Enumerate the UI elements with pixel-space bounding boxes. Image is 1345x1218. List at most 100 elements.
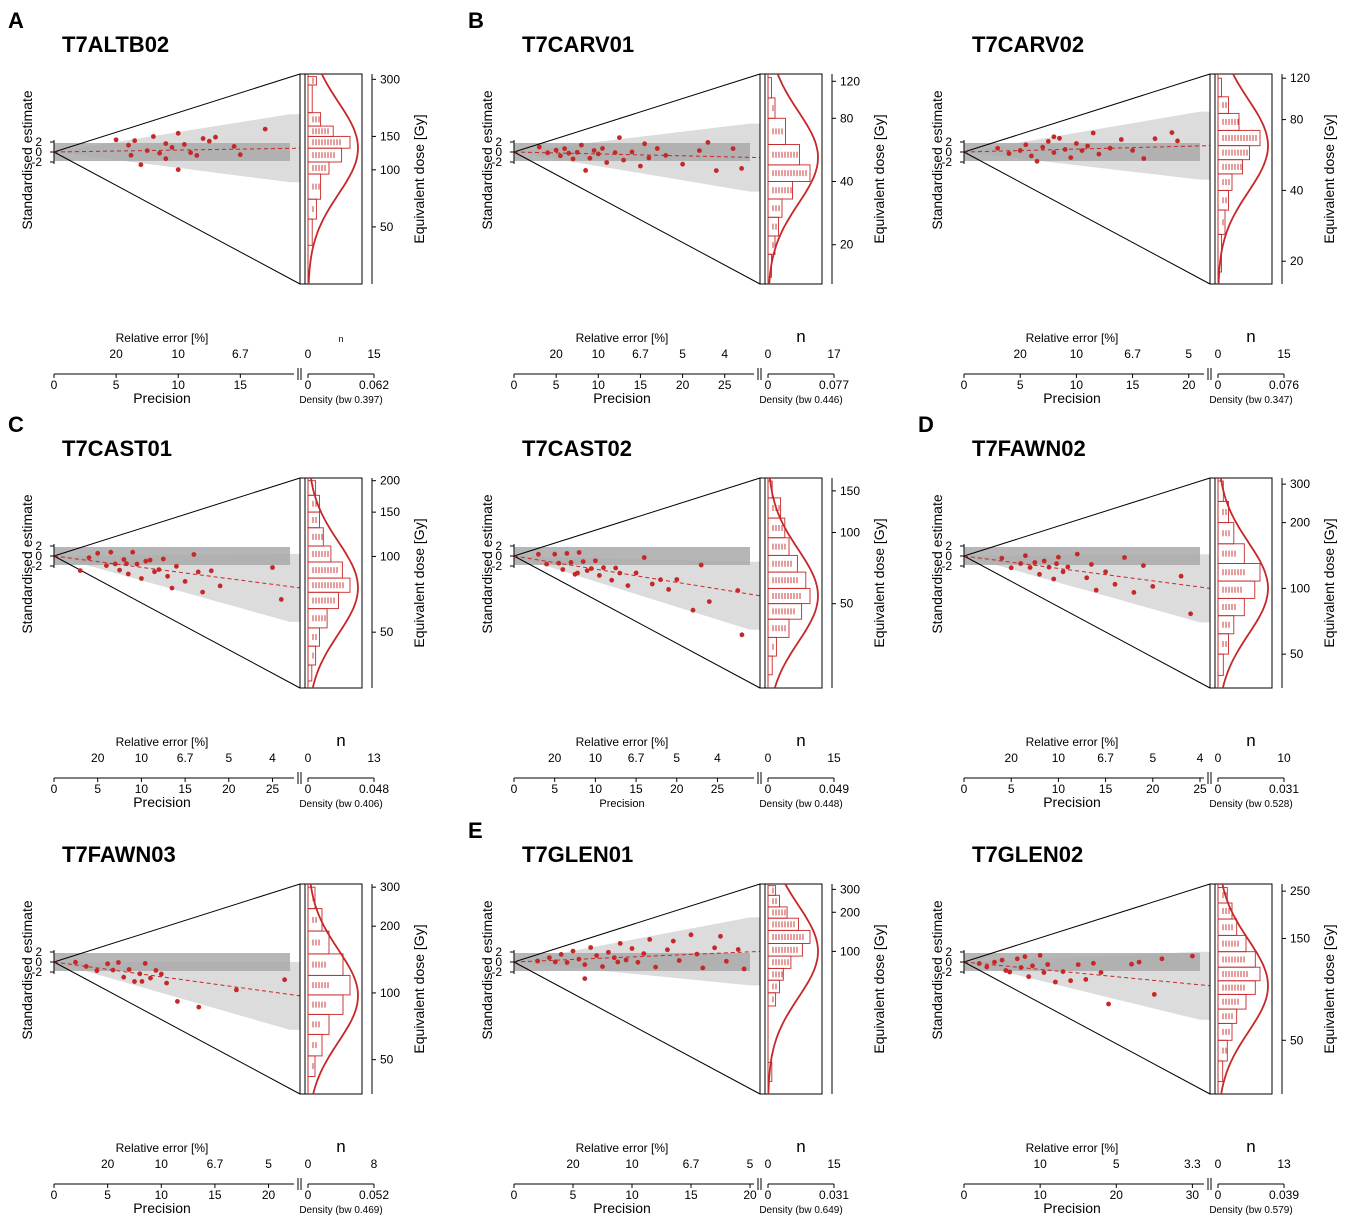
precision-tick-label: 0 bbox=[51, 1188, 58, 1202]
data-point bbox=[1040, 144, 1046, 150]
precision-tick-label: 25 bbox=[266, 782, 280, 796]
data-point bbox=[217, 583, 223, 589]
data-point bbox=[1103, 569, 1108, 575]
data-point bbox=[231, 144, 237, 149]
data-point bbox=[1057, 135, 1062, 141]
data-point bbox=[560, 567, 566, 572]
panel-title: T7CAST01 bbox=[62, 436, 172, 461]
precision-tick-label: 15 bbox=[1126, 378, 1140, 392]
data-point bbox=[558, 153, 563, 159]
rel-error-tick-label: 6.7 bbox=[177, 751, 194, 765]
data-point bbox=[617, 135, 622, 141]
wedge-top-line bbox=[963, 883, 1211, 963]
rel-error-tick-label: 20 bbox=[101, 1157, 115, 1171]
data-point bbox=[1026, 974, 1032, 980]
precision-tick-label: 15 bbox=[634, 378, 648, 392]
data-point bbox=[999, 957, 1005, 963]
data-point bbox=[165, 573, 171, 579]
ed-tick-label: 100 bbox=[840, 944, 860, 958]
data-point bbox=[606, 949, 611, 955]
data-point bbox=[195, 569, 201, 575]
rel-error-tick-label: 20 bbox=[566, 1157, 580, 1171]
data-point bbox=[623, 957, 629, 963]
wedge-top-line bbox=[963, 477, 1211, 557]
data-point bbox=[646, 155, 652, 161]
n-tick-label: 0 bbox=[765, 751, 772, 765]
dispersion-band bbox=[964, 554, 1210, 623]
density-bandwidth-label: Density (bw 0.397) bbox=[299, 395, 382, 406]
data-point bbox=[568, 560, 574, 565]
data-point bbox=[658, 577, 663, 583]
y-axis-title-std: Standardised estimate bbox=[479, 494, 495, 634]
density-tick-label: 0.076 bbox=[1269, 378, 1299, 392]
data-point bbox=[1023, 142, 1029, 148]
rel-error-tick-label: 20 bbox=[109, 347, 123, 361]
ed-tick-label: 50 bbox=[840, 597, 854, 611]
wedge-top-line bbox=[513, 477, 761, 557]
rel-error-tick-label: 6.7 bbox=[628, 751, 645, 765]
data-point bbox=[1029, 153, 1034, 159]
data-point bbox=[739, 632, 745, 638]
density-tick-label: 0.048 bbox=[359, 782, 389, 796]
n-tick-label: 0 bbox=[305, 347, 312, 361]
histogram-bar bbox=[767, 77, 772, 99]
data-point bbox=[649, 581, 655, 587]
histogram-bar bbox=[1217, 129, 1261, 147]
histogram-bar bbox=[767, 537, 790, 556]
data-point bbox=[698, 562, 704, 568]
precision-tick-label: 5 bbox=[551, 782, 558, 796]
data-point bbox=[580, 559, 586, 564]
precision-tick-label: 20 bbox=[1182, 378, 1196, 392]
data-point bbox=[1075, 962, 1081, 967]
precision-tick-label: 5 bbox=[570, 1188, 577, 1202]
data-point bbox=[208, 568, 214, 574]
data-point bbox=[237, 152, 243, 158]
wedge-bottom-line bbox=[53, 961, 301, 1095]
data-point bbox=[575, 570, 580, 576]
data-point bbox=[86, 555, 92, 561]
data-point bbox=[139, 576, 144, 581]
data-point bbox=[105, 961, 110, 967]
data-point bbox=[663, 153, 669, 158]
data-point bbox=[200, 589, 206, 595]
histogram-bar bbox=[307, 1055, 316, 1077]
wedge-bottom-line bbox=[963, 555, 1211, 689]
rel-error-tick-label: 10 bbox=[1052, 751, 1066, 765]
data-point bbox=[1023, 553, 1028, 559]
data-point bbox=[535, 958, 540, 964]
ed-tick-label: 150 bbox=[1290, 931, 1310, 945]
wedge-bottom-line bbox=[53, 555, 301, 689]
data-point bbox=[694, 951, 700, 957]
data-point bbox=[647, 937, 653, 942]
std-tick-label: -2 bbox=[31, 965, 42, 979]
ed-tick-label: 300 bbox=[380, 880, 400, 894]
data-point bbox=[1106, 1001, 1111, 1007]
kde-curve bbox=[768, 73, 819, 285]
data-point bbox=[609, 577, 615, 583]
data-point bbox=[77, 568, 83, 573]
data-point bbox=[999, 555, 1005, 561]
data-point bbox=[108, 549, 114, 555]
histogram-bar bbox=[767, 554, 798, 573]
data-point bbox=[666, 587, 671, 592]
data-point bbox=[588, 945, 594, 950]
n-tick-label: 10 bbox=[1277, 751, 1291, 765]
precision-tick-label: 20 bbox=[743, 1188, 757, 1202]
data-point bbox=[600, 146, 605, 151]
data-point bbox=[700, 965, 706, 971]
data-point bbox=[270, 565, 275, 570]
precision-tick-label: 25 bbox=[718, 378, 732, 392]
central-value-line bbox=[53, 147, 301, 153]
data-point bbox=[282, 977, 287, 983]
precision-tick-label: 10 bbox=[155, 1188, 169, 1202]
data-point bbox=[1041, 558, 1047, 564]
precision-tick-label: 5 bbox=[104, 1188, 111, 1202]
data-point bbox=[706, 599, 712, 604]
data-point bbox=[724, 958, 729, 964]
data-point bbox=[1079, 148, 1085, 154]
panel-letter: E bbox=[468, 818, 483, 843]
n-tick-label: 0 bbox=[765, 347, 772, 361]
